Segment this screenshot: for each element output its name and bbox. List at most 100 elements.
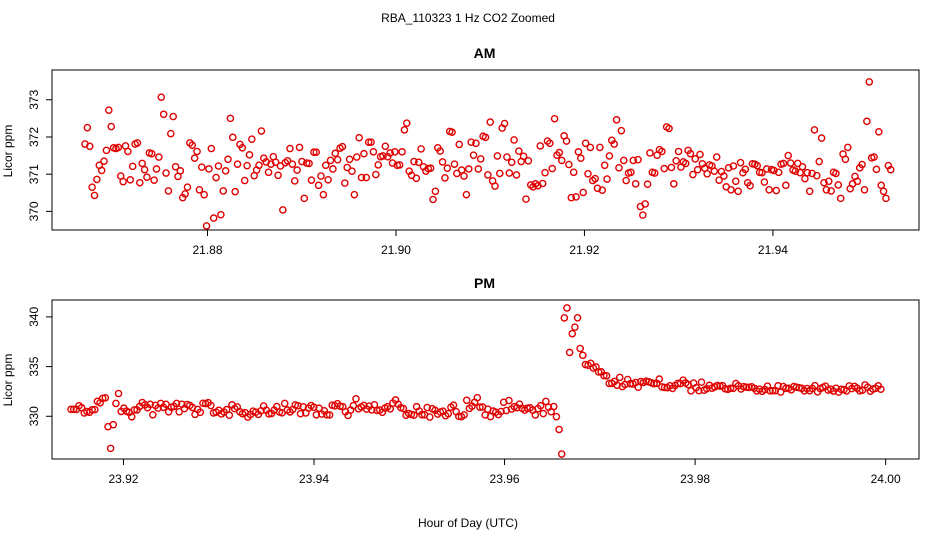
am-data-point <box>414 158 423 167</box>
am-data-point <box>188 141 197 149</box>
am-data-point <box>450 160 459 168</box>
am-data-point <box>472 139 480 148</box>
pm-x-axis: 23.92 23.94 23.96 23.98 24.00 <box>108 459 901 486</box>
am-data-point <box>469 151 478 160</box>
am-data-point <box>693 165 702 174</box>
am-data-point <box>462 190 471 199</box>
am-data-point <box>577 154 585 162</box>
am-data-point <box>181 190 189 198</box>
pm-data-point <box>497 407 505 416</box>
pm-x-tick-label: 23.94 <box>299 472 329 486</box>
am-data-point <box>712 153 721 161</box>
am-data-point <box>689 170 697 179</box>
pm-data-point <box>552 412 561 421</box>
am-data-point <box>329 165 337 173</box>
am-data-point <box>124 147 132 156</box>
am-data-point <box>612 116 621 124</box>
am-data-point <box>83 123 92 132</box>
am-data-point <box>765 186 773 194</box>
am-y-tick-label: 372 <box>27 127 41 147</box>
am-data-point <box>879 187 888 196</box>
pm-data-point <box>602 372 611 380</box>
pm-data-point <box>299 403 307 411</box>
am-data-point <box>438 158 447 166</box>
am-data-point <box>190 154 199 162</box>
am-data-point <box>753 161 762 170</box>
pm-data-point <box>323 411 331 419</box>
am-data-point <box>224 155 232 164</box>
am-data-point <box>362 173 371 182</box>
pm-data-point <box>615 373 624 382</box>
am-data-point <box>464 165 473 173</box>
am-data-point <box>226 114 235 123</box>
am-data-point <box>350 190 359 199</box>
am-data-point <box>333 155 342 164</box>
am-data-point <box>622 176 630 185</box>
am-data-point <box>93 175 101 184</box>
am-data-point <box>314 181 323 190</box>
pm-data-point <box>460 411 468 419</box>
pm-data-point <box>563 304 571 312</box>
pm-x-tick-label: 23.92 <box>108 472 138 486</box>
am-data-point <box>197 163 206 171</box>
am-data-point <box>605 152 614 160</box>
pm-data-point <box>766 387 774 395</box>
am-data-point <box>381 142 390 151</box>
am-data-point <box>436 147 444 155</box>
am-data-point <box>476 155 485 163</box>
am-data-point <box>834 181 843 189</box>
pm-data-point <box>877 385 885 394</box>
pm-data-point <box>418 410 426 419</box>
am-x-tick-label: 21.90 <box>381 243 411 257</box>
pm-data-point <box>536 401 545 410</box>
am-data-point <box>853 177 862 186</box>
am-data-point <box>875 127 883 136</box>
am-data-point <box>760 178 769 186</box>
am-data-point <box>820 178 828 187</box>
am-data-point <box>486 118 495 126</box>
am-data-point <box>865 78 874 86</box>
am-y-axis: 370 371 372 373 <box>27 89 52 221</box>
am-data-point <box>882 194 890 203</box>
am-data-point <box>505 169 514 177</box>
am-data-point <box>240 176 249 185</box>
am-data-point <box>741 165 750 174</box>
am-y-tick-label: 373 <box>27 89 41 109</box>
am-data-point <box>515 147 523 155</box>
am-data-point <box>629 156 638 165</box>
am-x-tick-label: 21.88 <box>192 243 222 257</box>
am-data-point <box>724 164 733 172</box>
am-data-point <box>300 194 309 203</box>
pm-data-point <box>573 313 582 322</box>
am-data-point <box>243 161 251 170</box>
figure-title: RBA_110323 1 Hz CO2 Zoomed <box>381 11 555 25</box>
am-data-point <box>429 195 437 204</box>
am-data-point <box>128 162 137 171</box>
am-data-point <box>495 169 504 178</box>
am-data-point <box>579 188 588 197</box>
pm-data-point <box>426 413 434 421</box>
am-data-point <box>507 158 516 167</box>
pm-panel-title: PM <box>474 275 495 291</box>
am-data-point <box>395 161 404 169</box>
am-data-point <box>591 174 599 183</box>
pm-y-tick-label: 330 <box>27 406 41 426</box>
am-data-point <box>386 149 394 157</box>
am-data-point <box>460 172 468 180</box>
pm-data-point <box>109 420 118 429</box>
pm-data-point <box>768 386 777 395</box>
am-data-point <box>667 163 676 172</box>
am-data-point <box>703 170 711 178</box>
am-data-point <box>431 187 440 196</box>
am-data-point <box>658 147 666 156</box>
am-data-point <box>670 180 678 188</box>
am-x-tick-label: 21.94 <box>758 243 788 257</box>
am-data-point <box>538 179 547 188</box>
am-data-point <box>147 149 156 158</box>
am-data-point <box>572 193 580 201</box>
am-data-point <box>870 153 878 161</box>
am-data-point <box>536 142 545 150</box>
pm-data-point <box>673 379 682 388</box>
am-data-point <box>207 144 216 153</box>
pm-data-point <box>196 408 205 417</box>
